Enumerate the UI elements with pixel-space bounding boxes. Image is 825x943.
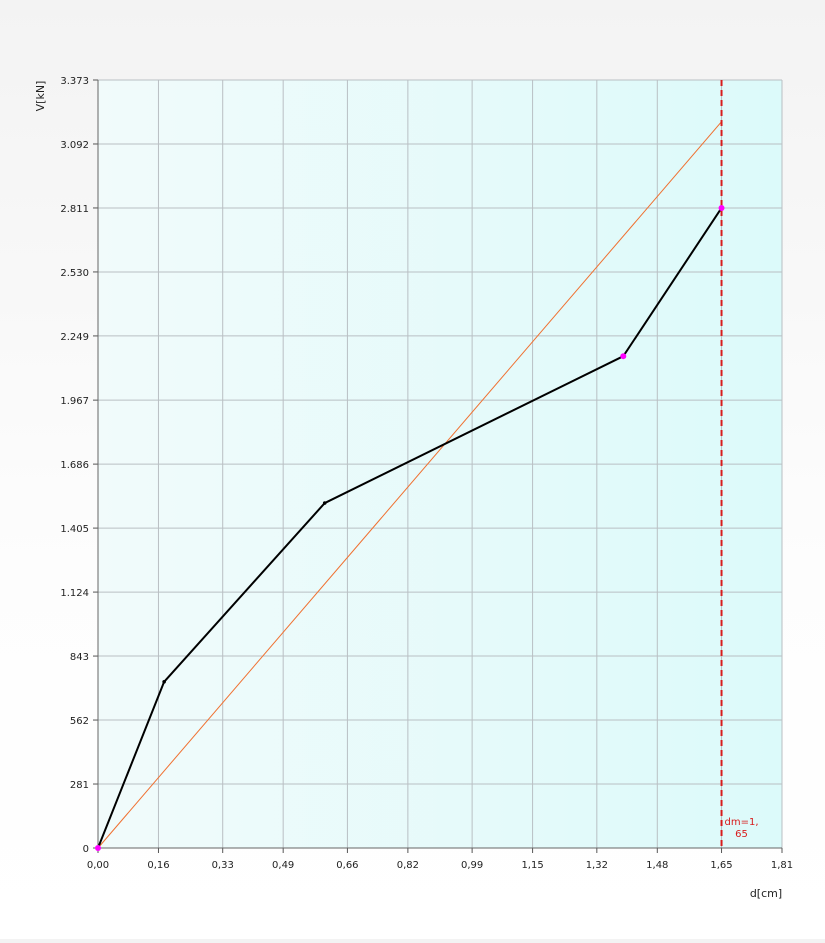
dm-label: dm=1, <box>725 817 759 828</box>
y-axis-label: V[kN] <box>34 81 47 112</box>
tick-labels: 0,00 0,16 0,33 0,49 0,66 0,82 0,99 1,15 1,32 1,48… <box>60 76 793 871</box>
x-tick-label: 1,65 <box>710 860 732 871</box>
highlight-marker <box>95 845 101 851</box>
x-tick-label: 1,81 <box>771 860 793 871</box>
y-tick-label: 1.967 <box>60 396 89 407</box>
dm-label: 65 <box>735 829 748 840</box>
curve-vertex <box>162 679 166 684</box>
y-tick-label: 1.405 <box>60 524 89 535</box>
x-tick-label: 1,48 <box>646 860 668 871</box>
highlight-marker <box>718 204 725 211</box>
x-tick-label: 0,66 <box>336 860 358 871</box>
reference-line <box>97 121 722 849</box>
y-tick-label: 2.811 <box>60 204 89 215</box>
series-group: dm=1,65 <box>95 80 759 851</box>
y-tick-label: 562 <box>70 716 89 727</box>
x-tick-label: 1,32 <box>586 860 608 871</box>
x-tick-label: 0,49 <box>272 860 294 871</box>
y-tick-label: 843 <box>70 652 89 663</box>
highlight-marker <box>620 353 627 360</box>
x-axis-label: d[cm] <box>750 887 782 900</box>
y-tick-label: 0 <box>83 844 89 855</box>
y-tick-label: 3.092 <box>60 140 89 151</box>
y-tick-label: 281 <box>70 780 89 791</box>
curve-vertex <box>322 501 327 505</box>
x-tick-label: 0,16 <box>147 860 169 871</box>
y-tick-label: 2.249 <box>60 332 89 343</box>
x-tick-label: 0,00 <box>87 860 109 871</box>
y-tick-label: 3.373 <box>60 76 89 87</box>
x-tick-label: 0,99 <box>461 860 483 871</box>
y-tick-label: 1.124 <box>60 588 89 599</box>
y-tick-label: 2.530 <box>60 268 89 279</box>
x-tick-label: 0,33 <box>212 860 234 871</box>
y-tick-label: 1.686 <box>60 460 89 471</box>
x-tick-label: 0,82 <box>397 860 419 871</box>
x-tick-label: 1,15 <box>521 860 543 871</box>
